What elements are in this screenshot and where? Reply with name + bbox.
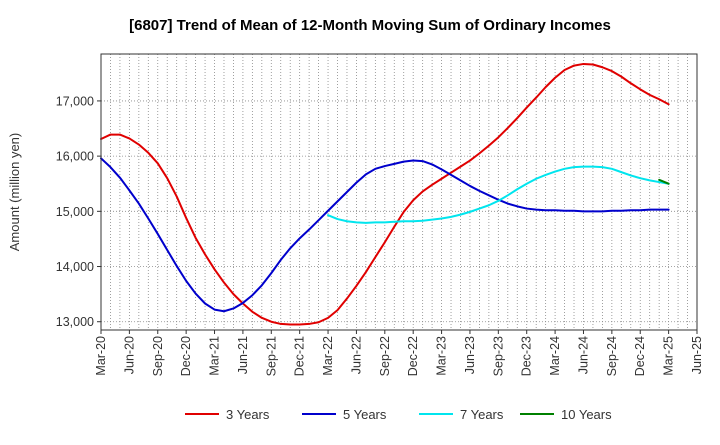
y-tick-label: 16,000 [56,150,94,164]
grid-layer [101,54,697,330]
x-tick-label: Sep-22 [378,336,392,376]
series-line-3-years [100,62,670,326]
chart-title: [6807] Trend of Mean of 12-Month Moving … [129,17,611,34]
x-tick-label: Sep-20 [151,336,165,376]
series-layer [100,62,670,326]
x-tick-label: Mar-23 [435,336,449,376]
series-line-7-years [327,165,670,224]
legend-label: 3 Years [226,407,270,422]
y-tick-labels: 13,000 14,000 15,000 16,000 17,000 [56,94,101,329]
x-tick-label: Mar-25 [662,336,676,376]
x-tick-label: Sep-23 [491,336,505,376]
series-line-10-years [658,178,670,185]
x-tick-label: Mar-22 [321,336,335,376]
legend-label: 5 Years [343,407,387,422]
y-tick-label: 13,000 [56,315,94,329]
x-tick-label: Jun-22 [349,336,363,374]
y-tick-label: 14,000 [56,260,94,274]
x-tick-label: Dec-20 [179,336,193,376]
x-tick-label: Mar-20 [94,336,108,376]
x-tick-label: Sep-24 [605,336,619,376]
x-tick-label: Jun-24 [576,336,590,374]
x-tick-label: Jun-23 [463,336,477,374]
x-tick-label: Mar-24 [548,336,562,376]
legend: 3 Years 5 Years 7 Years 10 Years [185,407,612,422]
x-tick-label: Dec-21 [293,336,307,376]
x-tick-labels: Mar-20 Jun-20 Sep-20 Dec-20 Mar-21 Jun-21 Sep-… [94,330,704,376]
x-tick-label: Dec-23 [520,336,534,376]
legend-label: 10 Years [561,407,612,422]
x-tick-label: Mar-21 [208,336,222,376]
y-tick-label: 15,000 [56,205,94,219]
y-tick-label: 17,000 [56,94,94,108]
series-line-5-years [100,157,670,313]
plot-frame [100,53,698,331]
x-tick-label: Sep-21 [264,336,278,376]
y-axis-label: Amount (million yen) [7,133,22,252]
x-tick-label: Jun-21 [236,336,250,374]
x-tick-label: Jun-25 [690,336,704,374]
x-tick-label: Jun-20 [122,336,136,374]
x-tick-label: Dec-24 [633,336,647,376]
legend-label: 7 Years [460,407,504,422]
x-tick-label: Dec-22 [406,336,420,376]
